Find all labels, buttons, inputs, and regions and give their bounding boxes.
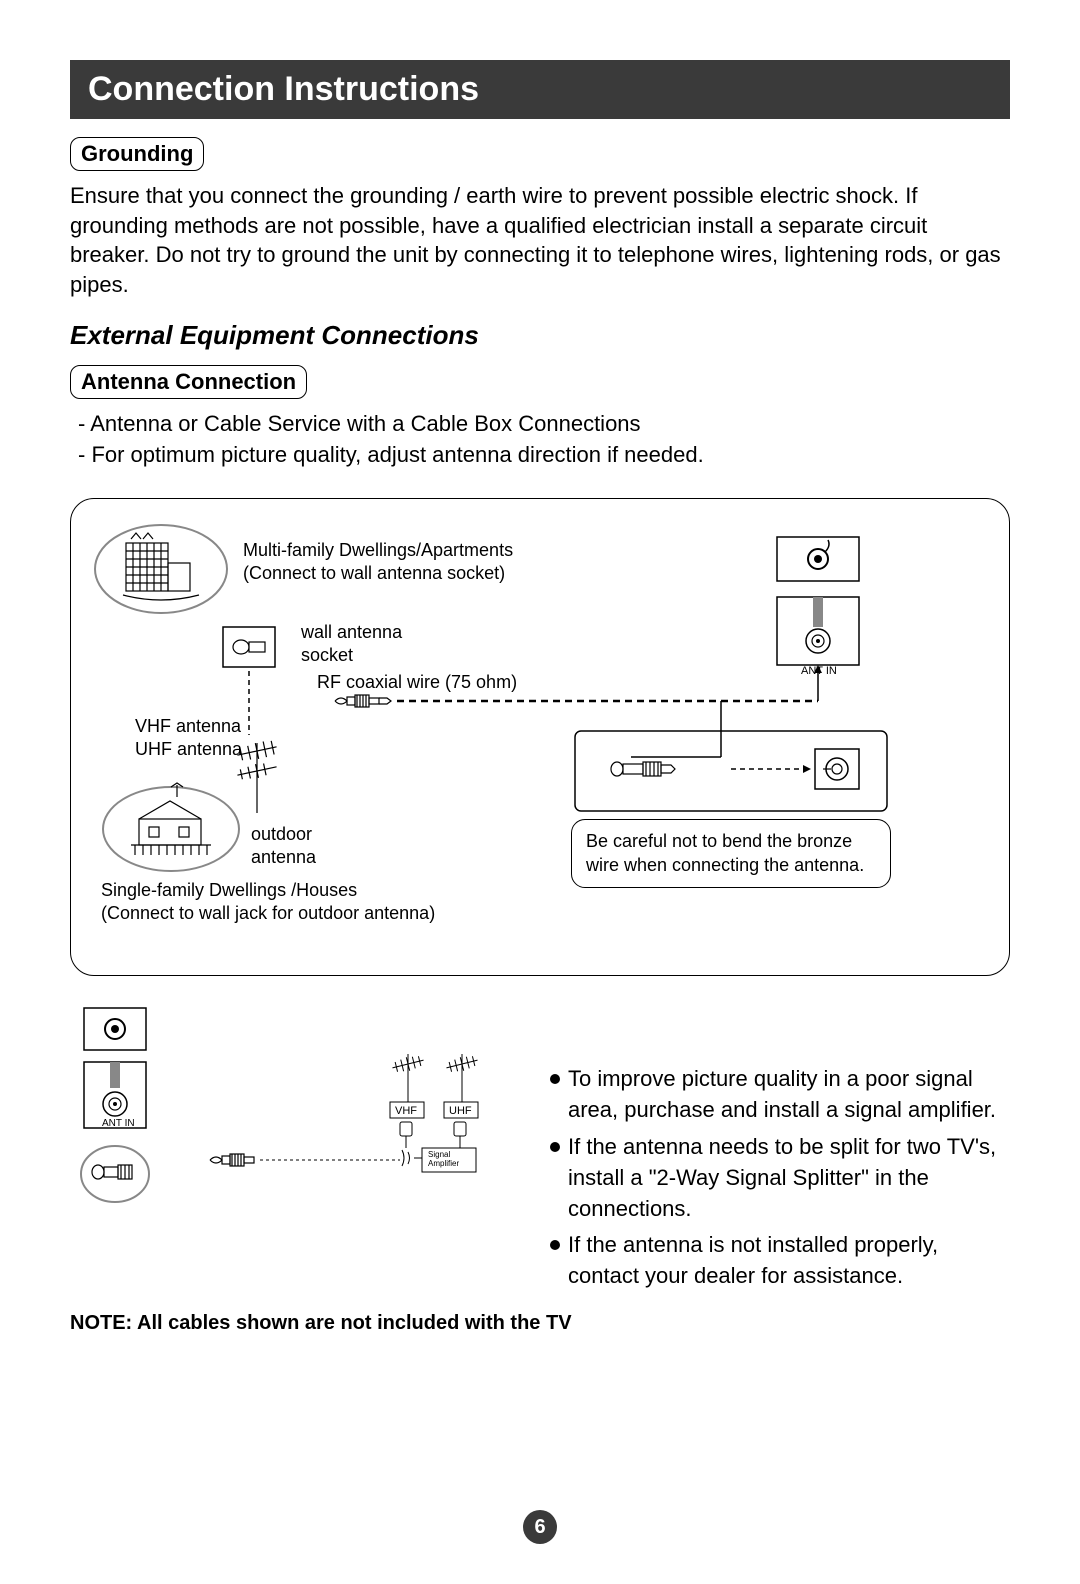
caution-text: Be careful not to bend the bronze wire w… (571, 819, 891, 888)
tip-3: If the antenna is not installed properly… (568, 1230, 1010, 1292)
antenna-bullet-1: - Antenna or Cable Service with a Cable … (78, 409, 1010, 440)
tips-list: To improve picture quality in a poor sig… (550, 1064, 1010, 1298)
uhf-small: UHF (449, 1105, 472, 1117)
page-number: 6 (523, 1510, 557, 1544)
ant-in-label: ANT IN (801, 665, 837, 679)
antenna-bullet-2: - For optimum picture quality, adjust an… (78, 440, 1010, 471)
ant-in-small: ANT IN (102, 1118, 135, 1129)
wall-socket-label: wall antenna socket (301, 621, 402, 666)
bullet-dot-icon (550, 1240, 560, 1250)
tip-1: To improve picture quality in a poor sig… (568, 1064, 1010, 1126)
outdoor-label: outdoor antenna (251, 823, 316, 868)
note-text: NOTE: All cables shown are not included … (70, 1312, 1010, 1335)
sig-amp-1: Signal (428, 1150, 450, 1159)
sig-amp-2: Amplifier (428, 1159, 459, 1168)
page-title: Connection Instructions (70, 60, 1010, 119)
single-family-label: Single-family Dwellings /Houses (Connect… (101, 879, 435, 924)
grounding-text: Ensure that you connect the grounding / … (70, 181, 1010, 300)
vhf-uhf-label: VHF antenna UHF antenna (135, 715, 242, 760)
bullet-dot-icon (550, 1142, 560, 1152)
vhf-small: VHF (395, 1105, 417, 1117)
antenna-label: Antenna Connection (70, 365, 307, 399)
lower-section: ANT IN (70, 1004, 1010, 1298)
grounding-label: Grounding (70, 137, 204, 171)
tip-2: If the antenna needs to be split for two… (568, 1132, 1010, 1224)
external-heading: External Equipment Connections (70, 320, 1010, 351)
multi-family-label: Multi-family Dwellings/Apartments (Conne… (243, 539, 513, 584)
antenna-diagram: Multi-family Dwellings/Apartments (Conne… (70, 498, 1010, 976)
rf-wire-label: RF coaxial wire (75 ohm) (317, 671, 517, 694)
bullet-dot-icon (550, 1074, 560, 1084)
